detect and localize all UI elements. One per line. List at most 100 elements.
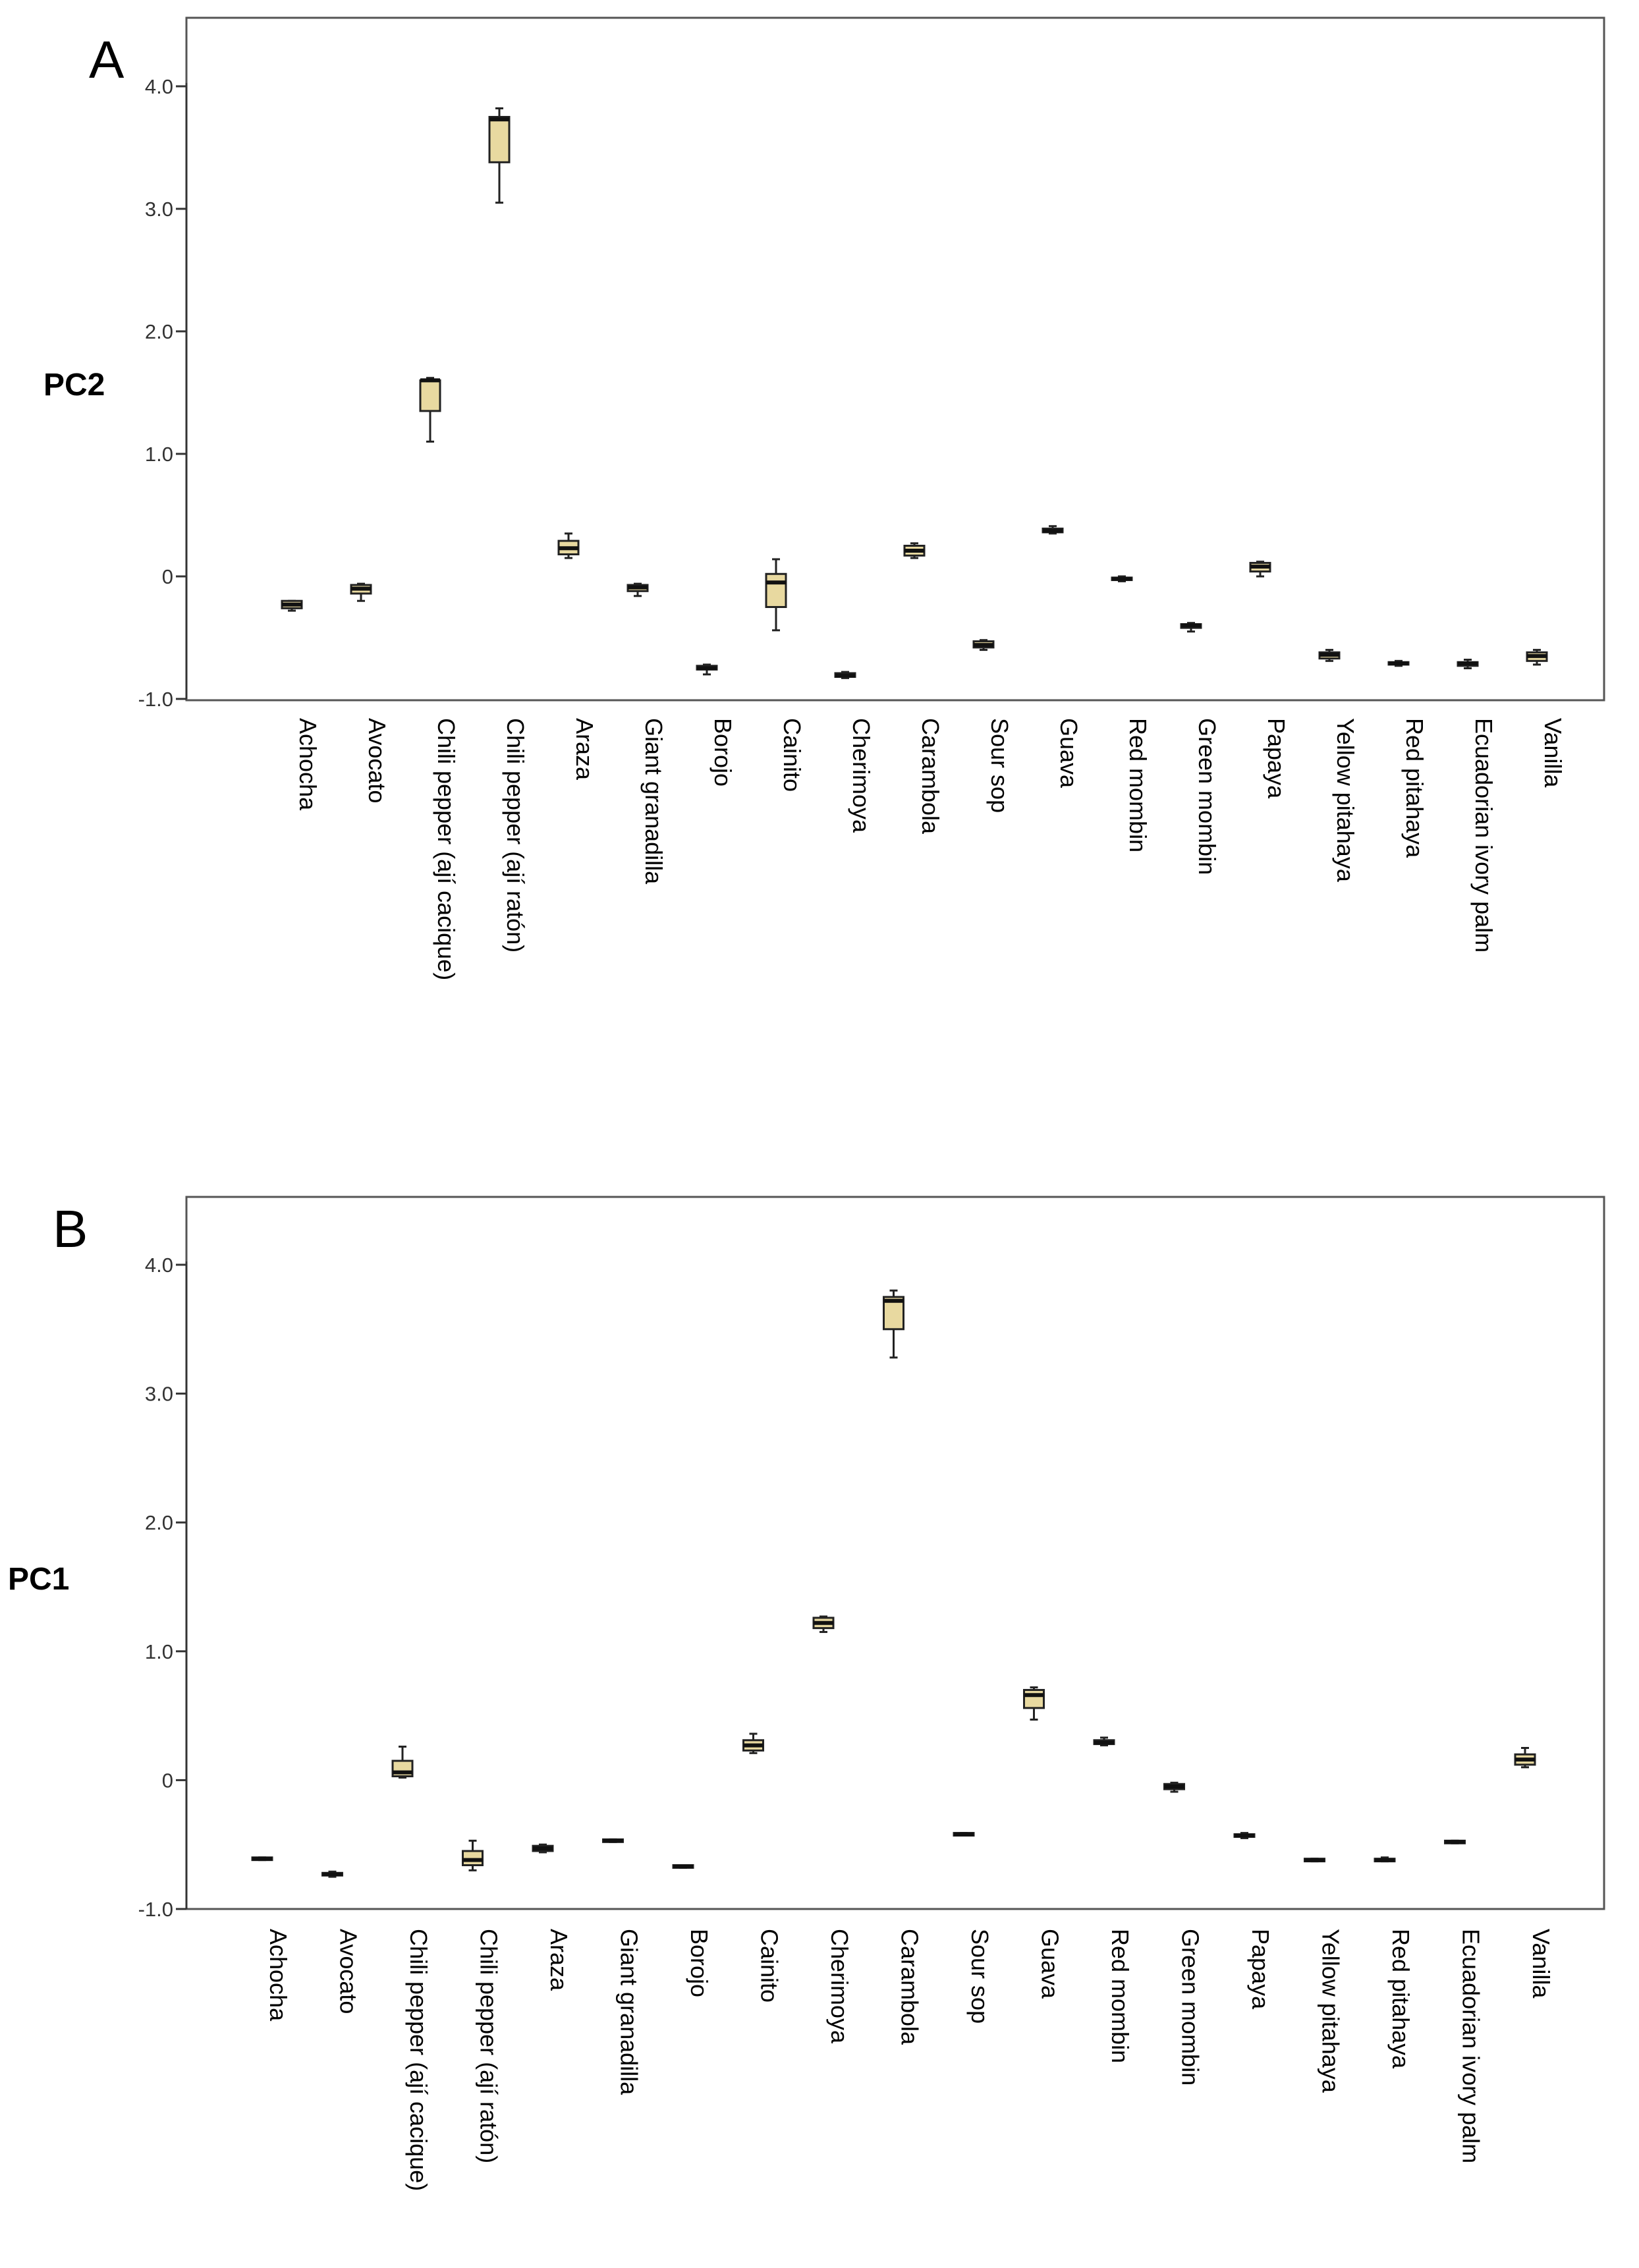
boxplot-8 [765, 558, 787, 632]
boxplot-6 [602, 1838, 624, 1843]
boxplot-12 [1042, 525, 1064, 535]
y-axis-title: PC1 [8, 1562, 69, 1597]
plot-frame [185, 16, 1605, 702]
x-category-label: Guava [1055, 718, 1082, 788]
boxplot-6 [626, 582, 649, 597]
x-category-label: Araza [571, 718, 598, 781]
x-category-label: Araza [545, 1929, 572, 1991]
y-tick-label: 0 [162, 565, 173, 588]
boxplot-14 [1180, 622, 1202, 633]
iqr-box [1023, 1688, 1045, 1709]
boxplot-9 [834, 671, 856, 679]
boxplot-4 [462, 1839, 484, 1871]
boxplot-18 [1457, 658, 1479, 669]
boxplot-13 [1111, 575, 1133, 582]
boxplot-8 [742, 1732, 764, 1754]
x-category-label: Chili pepper (ají cacique) [405, 1929, 432, 2191]
boxplot-1 [251, 1856, 273, 1862]
y-tick-label: 2.0 [145, 1511, 173, 1534]
boxplot-19 [1514, 1747, 1536, 1769]
x-category-label: Red pitahaya [1387, 1929, 1414, 2069]
boxplot-2 [350, 582, 372, 602]
iqr-box [419, 379, 441, 412]
panel-letter: B [53, 1200, 88, 1258]
panel-a-chart: A PC2 4.0 3.0 2.0 1.0 0 -1.0 Achocha Avocato Chili… [43, 16, 1605, 980]
boxplot-12 [1023, 1686, 1045, 1721]
boxplot-10 [883, 1289, 904, 1359]
x-category-label: Papaya [1263, 718, 1290, 799]
x-category-label: Chili pepper (ají ratón) [502, 718, 529, 953]
boxplot-7 [672, 1864, 694, 1869]
y-tick-label: 3.0 [145, 1383, 173, 1406]
boxplot-5 [532, 1843, 554, 1854]
boxplot-15 [1233, 1832, 1256, 1839]
boxplot-14 [1163, 1781, 1185, 1793]
x-category-label: Sour sop [966, 1929, 993, 2024]
y-tick-label: 1.0 [145, 443, 173, 466]
x-category-label: Carambola [897, 1929, 924, 2045]
boxplot-3 [419, 377, 441, 443]
boxplot-18 [1444, 1839, 1466, 1844]
x-category-label: Ecuadorian ivory palm [1470, 718, 1497, 953]
boxplot-16 [1304, 1858, 1325, 1863]
x-category-label: Borojo [709, 718, 736, 787]
y-tick-label: 4.0 [145, 75, 173, 98]
x-category-label: Cainito [756, 1929, 783, 2003]
y-tick-label: 0 [162, 1769, 173, 1792]
x-category-label: Ecuadorian ivory palm [1458, 1929, 1485, 2163]
x-category-label: Avocato [364, 718, 391, 803]
x-category-label: Vanilla [1528, 1929, 1555, 1999]
x-category-label: Chili pepper (ají cacique) [433, 718, 460, 980]
boxplot-11 [972, 639, 995, 651]
x-category-label: Achocha [294, 718, 321, 811]
x-category-label: Sour sop [986, 718, 1013, 813]
x-category-label: Green mombin [1177, 1929, 1204, 2086]
x-category-label: Yellow pitahaya [1332, 718, 1359, 883]
boxplot-19 [1526, 649, 1548, 666]
boxplot-17 [1387, 659, 1410, 667]
x-category-label: Borojo [686, 1929, 713, 1997]
panel-letter: A [89, 30, 125, 89]
x-category-label: Cainito [779, 718, 806, 792]
boxplot-7 [696, 663, 718, 676]
x-category-label: Vanilla [1540, 718, 1567, 788]
x-category-label: Giant granadilla [640, 718, 667, 885]
x-category-label: Papaya [1247, 1929, 1274, 2010]
y-tick-label: 2.0 [145, 320, 173, 343]
panel-b-chart: B PC1 4.0 3.0 2.0 1.0 0 -1.0 Achocha Avocato Chili… [8, 1196, 1605, 2191]
x-category-label: Chili pepper (ají ratón) [476, 1929, 503, 2163]
boxplot-5 [557, 532, 580, 559]
iqr-box [765, 572, 787, 609]
x-category-label: Carambola [917, 718, 944, 835]
x-category-label: Red mombin [1125, 718, 1152, 852]
x-category-label: Avocato [335, 1929, 362, 2014]
y-tick-label: 1.0 [145, 1640, 173, 1663]
y-tick-label: 4.0 [145, 1254, 173, 1277]
x-category-label: Guava [1037, 1929, 1064, 1999]
y-tick-label: -1.0 [138, 1898, 173, 1921]
x-category-label: Red mombin [1107, 1929, 1134, 2063]
boxplot-13 [1093, 1736, 1115, 1747]
x-category-label: Giant granadilla [616, 1929, 643, 2095]
boxplot-16 [1318, 649, 1341, 662]
y-tick-label: 3.0 [145, 198, 173, 221]
x-category-label: Achocha [265, 1929, 292, 2022]
boxplot-9 [812, 1615, 835, 1633]
boxplot-17 [1374, 1856, 1396, 1863]
boxplot-11 [953, 1832, 975, 1837]
boxplot-2 [321, 1870, 343, 1878]
boxplot-10 [903, 542, 926, 559]
boxplot-4 [488, 107, 511, 204]
boxplot-15 [1249, 561, 1271, 578]
x-category-label: Red pitahaya [1401, 718, 1428, 858]
y-tick-label: -1.0 [138, 688, 173, 711]
x-category-label: Cherimoya [826, 1929, 853, 2044]
boxplot-3 [391, 1746, 414, 1779]
x-category-label: Yellow pitahaya [1318, 1929, 1345, 2093]
iqr-box [488, 116, 511, 163]
x-category-label: Cherimoya [848, 718, 875, 833]
y-axis-title: PC2 [43, 368, 105, 402]
x-category-label: Green mombin [1194, 718, 1221, 875]
boxplot-1 [281, 599, 303, 612]
